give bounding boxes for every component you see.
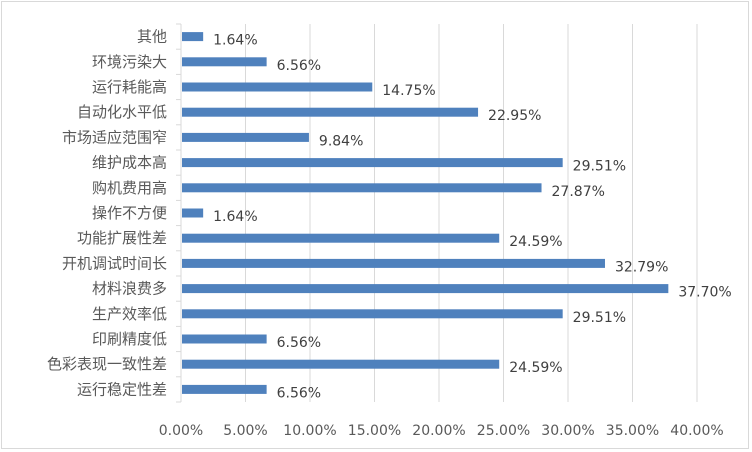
x-tick-label: 35.00% <box>606 423 659 439</box>
data-label: 24.59% <box>509 234 562 250</box>
bar <box>182 32 204 42</box>
bar <box>182 258 605 268</box>
bar <box>182 359 500 369</box>
x-tick-label: 30.00% <box>541 423 594 439</box>
x-tick-label: 15.00% <box>348 423 401 439</box>
data-label: 9.84% <box>319 133 363 149</box>
category-label: 开机调试时间长 <box>62 254 167 272</box>
x-tick-label: 40.00% <box>670 423 723 439</box>
data-label: 6.56% <box>277 385 321 401</box>
data-label: 29.51% <box>573 310 626 326</box>
x-tick-label: 5.00% <box>223 423 267 439</box>
data-label: 1.64% <box>213 209 257 225</box>
data-label: 6.56% <box>277 58 321 74</box>
bar <box>182 284 669 294</box>
category-label: 购机费用高 <box>92 179 167 197</box>
category-label: 生产效率低 <box>92 305 167 323</box>
bar <box>182 384 267 394</box>
x-tick-label: 25.00% <box>477 423 530 439</box>
category-label: 运行稳定性差 <box>77 380 167 398</box>
category-label: 维护成本高 <box>92 154 167 172</box>
data-label: 37.70% <box>678 285 731 301</box>
data-label: 14.75% <box>382 83 435 99</box>
bar <box>182 233 500 243</box>
category-label: 印刷精度低 <box>92 330 167 348</box>
data-label: 24.59% <box>509 360 562 376</box>
category-label: 操作不方便 <box>92 204 167 222</box>
category-label: 功能扩展性差 <box>77 229 167 247</box>
category-label: 市场适应范围窄 <box>62 128 167 146</box>
bar <box>182 57 267 67</box>
category-label: 其他 <box>137 28 167 46</box>
category-label: 材料浪费多 <box>92 280 167 298</box>
bar <box>182 208 204 218</box>
data-label: 29.51% <box>573 159 626 175</box>
bar <box>182 183 542 193</box>
category-label: 运行耗能高 <box>92 78 167 96</box>
bar <box>182 158 563 168</box>
data-label: 32.79% <box>615 259 668 275</box>
category-label: 环境污染大 <box>92 53 167 71</box>
category-label: 色彩表现一致性差 <box>47 355 167 373</box>
data-label: 1.64% <box>213 33 257 49</box>
category-label: 自动化水平低 <box>77 103 167 121</box>
bar <box>182 309 563 319</box>
data-label: 6.56% <box>277 335 321 351</box>
bar <box>182 82 373 92</box>
data-label: 22.95% <box>488 108 541 124</box>
bar <box>182 334 267 344</box>
bar <box>182 132 309 142</box>
data-label: 27.87% <box>552 184 605 200</box>
x-tick-label: 0.00% <box>159 423 203 439</box>
x-tick-label: 10.00% <box>283 423 336 439</box>
x-tick-label: 20.00% <box>412 423 465 439</box>
bar <box>182 107 479 117</box>
